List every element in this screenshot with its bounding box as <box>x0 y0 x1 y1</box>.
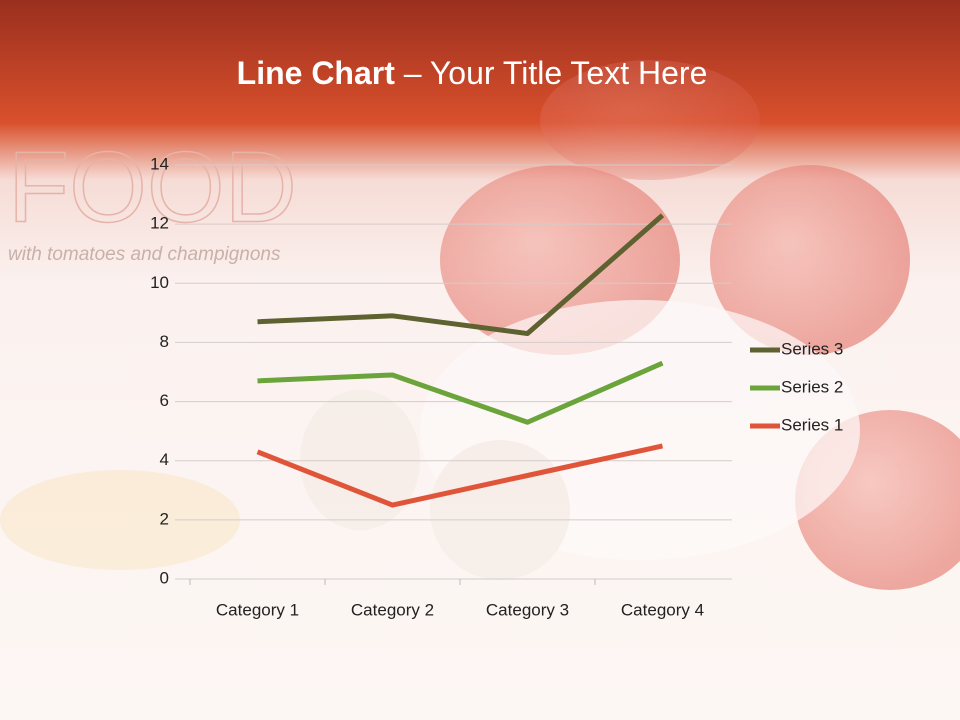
series-line <box>257 213 665 337</box>
legend-label: Series 2 <box>781 377 843 396</box>
x-tick-label: Category 2 <box>351 600 434 619</box>
tagline: with tomatoes and champignons <box>8 244 281 265</box>
chart-title: Line Chart – Your Title Text Here <box>237 55 708 91</box>
y-tick-label: 6 <box>160 391 169 410</box>
y-tick-label: 14 <box>150 154 169 173</box>
y-tick-label: 10 <box>150 273 169 292</box>
x-tick-label: Category 3 <box>486 600 569 619</box>
y-tick-label: 4 <box>160 450 169 469</box>
x-tick-label: Category 1 <box>216 600 299 619</box>
series-line <box>256 443 664 508</box>
legend-label: Series 1 <box>781 415 843 434</box>
x-tick-label: Category 4 <box>621 600 704 619</box>
plot: 0 2 4 6 8 10 12 14 Category 1 Category 2 Category … <box>150 154 843 619</box>
title-lead: Line Chart <box>237 55 396 91</box>
series-line <box>257 360 664 425</box>
y-tick-label: 8 <box>160 332 169 351</box>
legend-label: Series 3 <box>781 339 843 358</box>
title-rest: – Your Title Text Here <box>404 55 708 91</box>
logo: FOOD <box>8 131 297 243</box>
y-tick-label: 0 <box>160 568 169 587</box>
y-tick-label: 2 <box>160 509 169 528</box>
y-tick-label: 12 <box>150 214 169 233</box>
